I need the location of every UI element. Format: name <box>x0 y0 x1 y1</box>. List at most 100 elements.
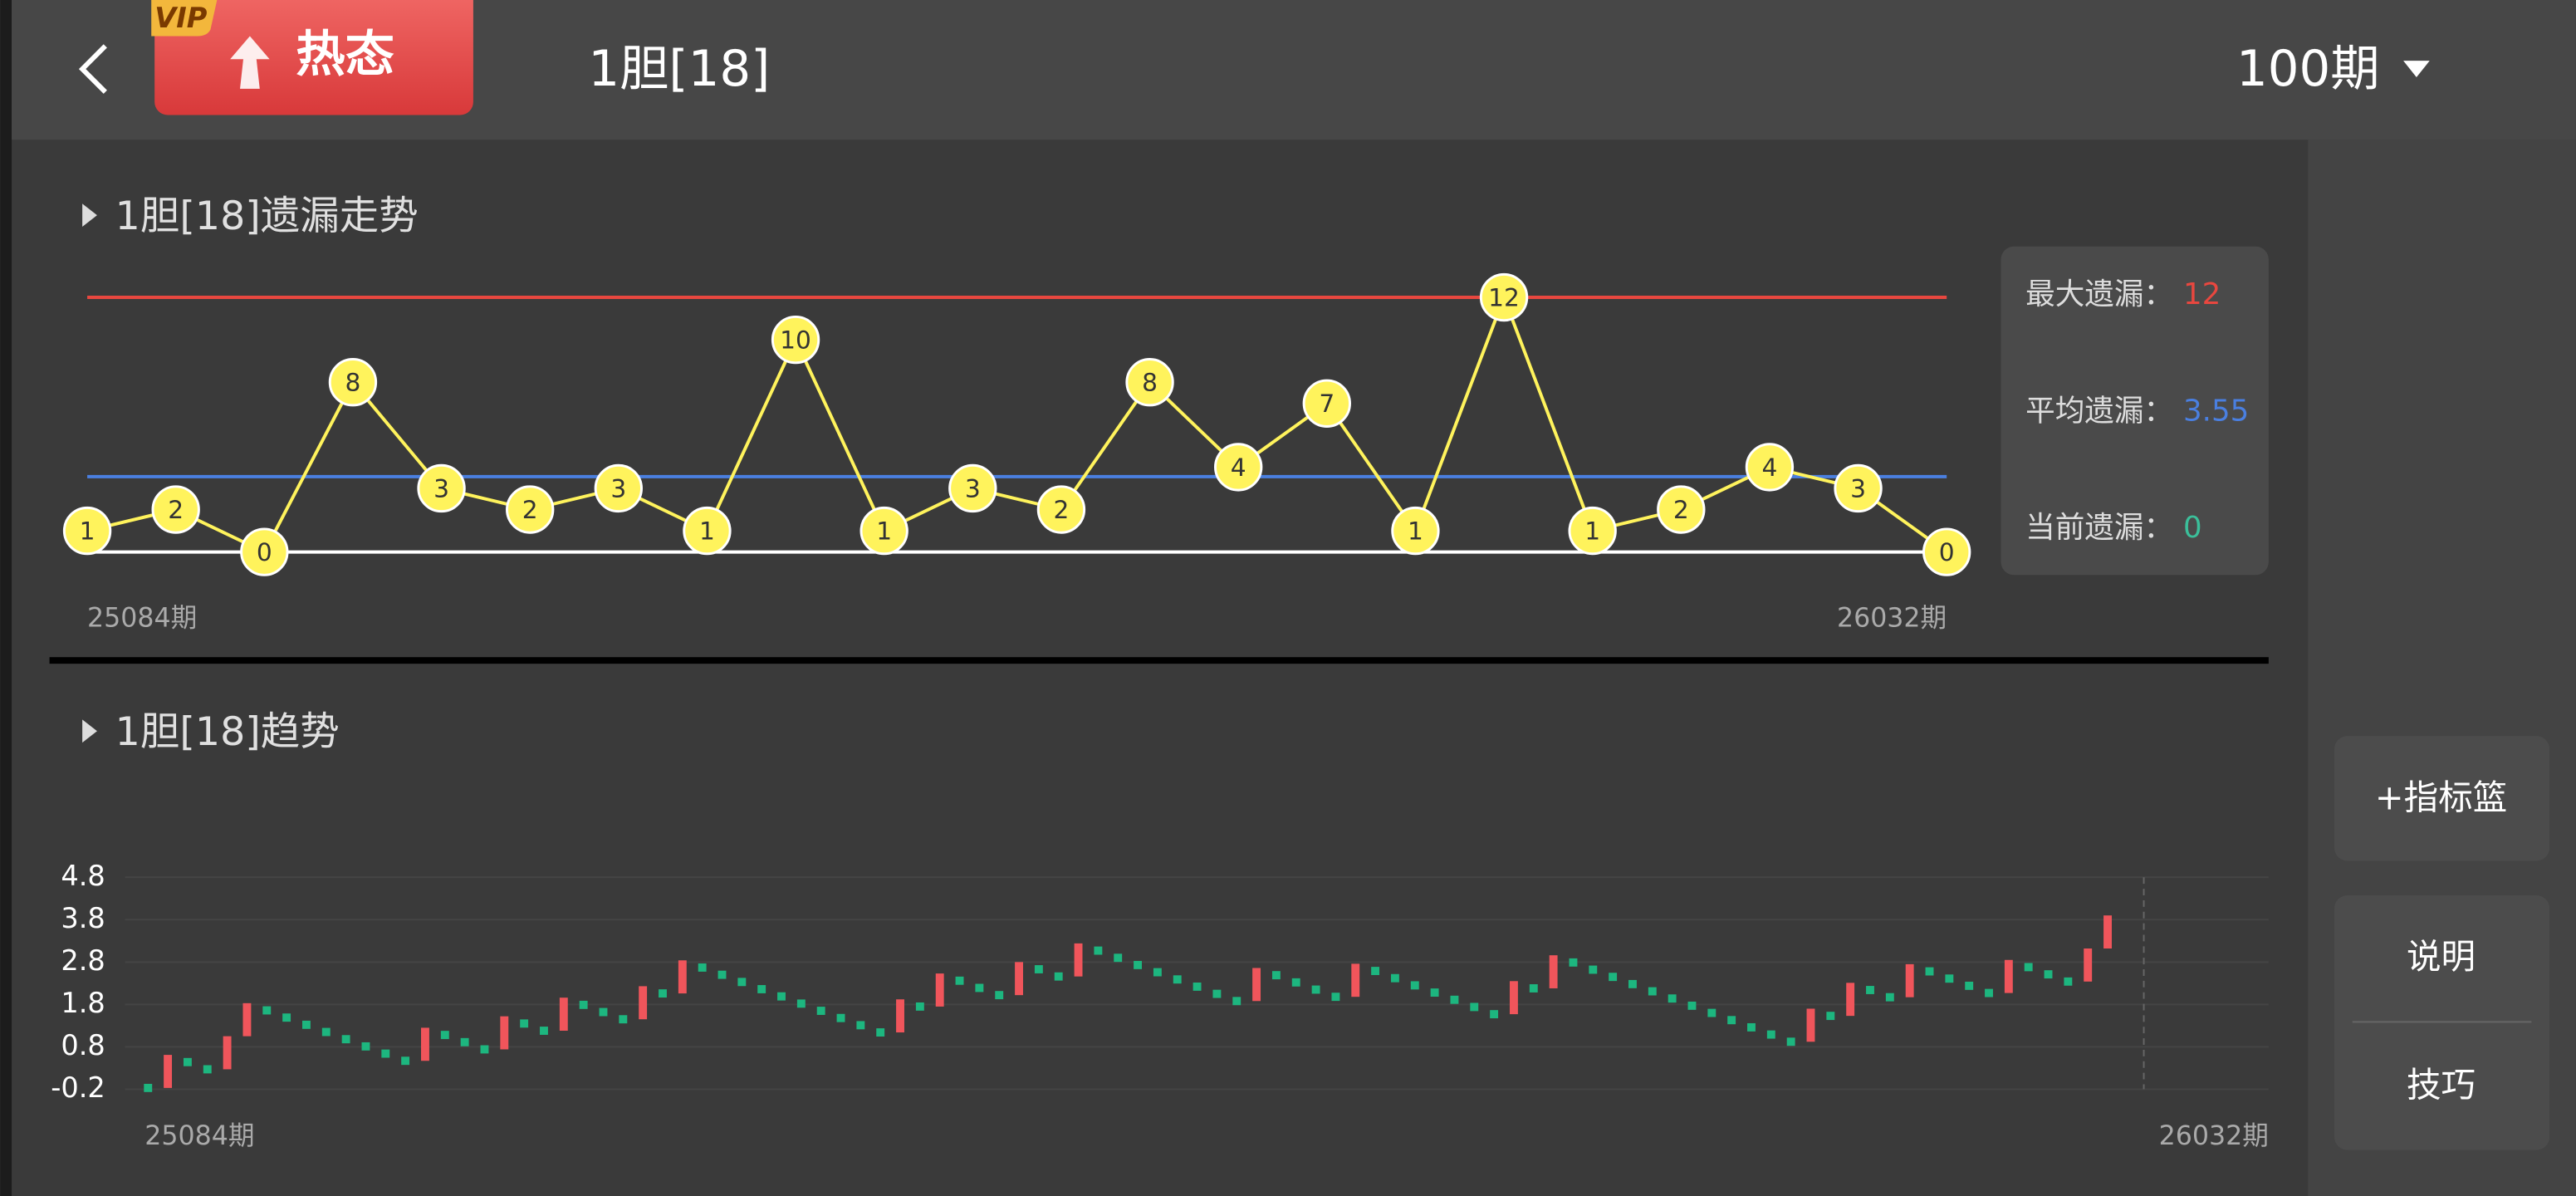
down-step <box>1925 967 1934 976</box>
up-bar <box>2004 959 2013 993</box>
down-step <box>1490 1010 1499 1019</box>
point-label: 10 <box>780 326 811 355</box>
down-step <box>659 989 667 998</box>
point <box>948 463 997 513</box>
point-label: 3 <box>1850 473 1866 502</box>
page-title: 1胆[18] <box>588 40 770 97</box>
stat-value: 3.55 <box>2183 394 2249 428</box>
section-marker <box>82 203 97 227</box>
down-step <box>1450 995 1459 1004</box>
down-step <box>2044 970 2053 979</box>
down-step <box>777 992 786 1001</box>
down-step <box>1866 986 1874 994</box>
point <box>1922 527 1971 576</box>
period-label: 25084期 <box>144 1121 254 1151</box>
down-step <box>1609 973 1618 982</box>
down-step <box>2024 963 2033 972</box>
hot-badge[interactable] <box>154 0 473 115</box>
down-step <box>460 1037 469 1046</box>
down-step <box>1331 993 1340 1002</box>
up-bar <box>223 1036 232 1070</box>
down-step <box>2064 977 2073 986</box>
down-step <box>1885 993 1894 1002</box>
point-label: 2 <box>522 495 538 524</box>
point <box>1036 485 1086 534</box>
down-step <box>796 999 806 1008</box>
down-step <box>975 983 984 993</box>
down-step <box>1311 985 1320 994</box>
down-step <box>1271 971 1281 980</box>
down-step <box>1232 997 1241 1006</box>
down-step <box>401 1056 410 1066</box>
up-bar <box>421 1027 429 1061</box>
point <box>151 485 200 534</box>
point-label: 1 <box>876 517 892 546</box>
up-bar <box>559 997 568 1032</box>
down-step <box>737 978 747 987</box>
up-bar <box>2103 915 2112 948</box>
dropdown-arrow[interactable] <box>2403 61 2430 77</box>
y-tick-label: 3.8 <box>61 902 105 934</box>
period-select[interactable]: 100期 <box>2236 40 2380 97</box>
section-marker <box>82 719 97 743</box>
point <box>417 463 466 513</box>
up-bar <box>2084 948 2093 982</box>
omission-line <box>86 292 1948 555</box>
down-step <box>1034 965 1043 973</box>
point-label: 8 <box>345 368 361 397</box>
period-label: 25084期 <box>87 604 197 634</box>
point-label: 7 <box>1319 389 1335 418</box>
down-step <box>540 1027 548 1035</box>
basket-button[interactable] <box>2334 736 2550 861</box>
point <box>1568 506 1617 556</box>
down-step <box>757 985 766 993</box>
down-step <box>1687 1001 1697 1010</box>
button-label[interactable]: 说明 <box>2407 936 2476 977</box>
up-bar <box>500 1016 509 1050</box>
down-step <box>1826 1012 1835 1021</box>
up-bar <box>1015 962 1023 996</box>
down-step <box>816 1007 825 1015</box>
down-step <box>1965 981 1974 990</box>
down-step <box>915 1002 924 1011</box>
up-bar <box>164 1055 173 1088</box>
y-tick-label: 1.8 <box>61 987 105 1019</box>
point-label: 1 <box>1584 517 1600 546</box>
point-label: 3 <box>610 473 626 502</box>
button-label[interactable]: 技巧 <box>2407 1064 2476 1105</box>
point-label: 2 <box>1673 495 1689 524</box>
up-bar <box>242 1002 252 1037</box>
point <box>62 506 112 556</box>
button-label[interactable]: +指标篮 <box>2375 777 2507 817</box>
down-step <box>1173 975 1182 984</box>
point <box>859 506 908 556</box>
down-step <box>717 970 727 979</box>
down-step <box>599 1007 608 1017</box>
period-label: 26032期 <box>1837 604 1947 634</box>
stat-value: 0 <box>2183 511 2202 545</box>
y-tick-label: -0.2 <box>51 1071 105 1104</box>
down-step <box>1371 967 1380 975</box>
up-bar <box>1252 968 1261 1002</box>
back-button[interactable] <box>78 44 107 94</box>
chart-title: 1胆[18]趋势 <box>115 709 340 755</box>
point <box>1302 379 1351 428</box>
stat-label: 当前遗漏： <box>2025 511 2173 545</box>
down-step <box>876 1028 885 1037</box>
up-bar <box>1351 963 1360 997</box>
up-bar <box>896 999 904 1033</box>
down-step <box>1985 988 1993 997</box>
stats-box <box>2001 246 2269 576</box>
badge-text: 热态 <box>296 25 394 82</box>
up-icon <box>230 36 270 89</box>
point-label: 1 <box>699 517 715 546</box>
divider <box>49 657 2269 664</box>
point-label: 3 <box>965 473 981 502</box>
up-bar <box>935 973 944 1007</box>
y-tick-label: 0.8 <box>61 1029 105 1061</box>
down-step <box>836 1013 845 1022</box>
down-step <box>321 1027 331 1037</box>
point <box>594 463 643 513</box>
